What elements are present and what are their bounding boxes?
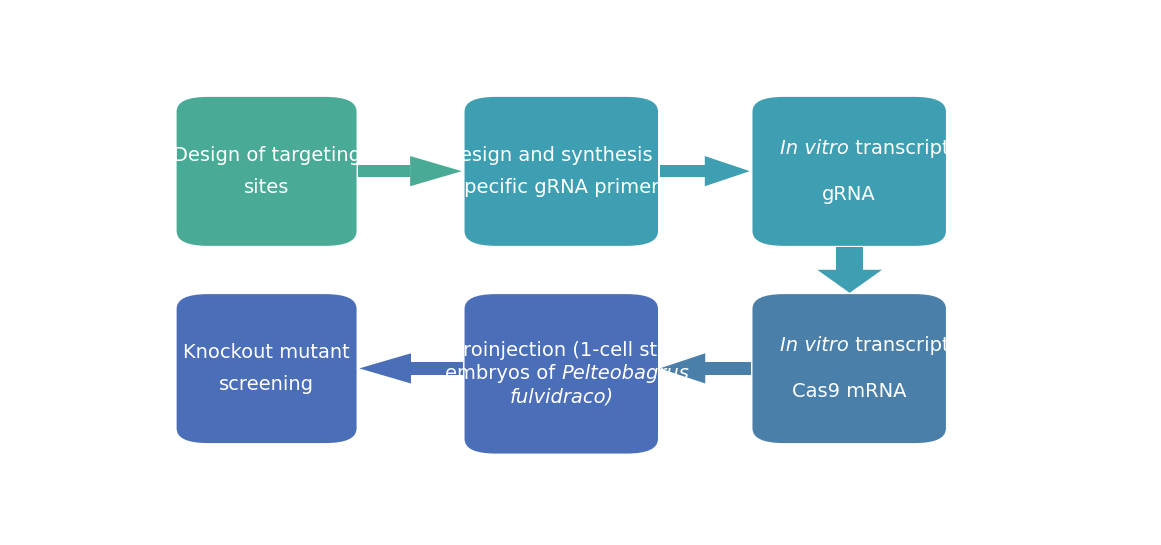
Text: fulvidraco): fulvidraco) [510,387,613,407]
FancyBboxPatch shape [176,294,356,443]
FancyBboxPatch shape [176,97,356,246]
Text: embryos of: embryos of [445,365,561,383]
Text: Pelteobagrus: Pelteobagrus [561,365,690,383]
Text: Microinjection (1-cell stage: Microinjection (1-cell stage [430,341,693,360]
Text: gRNA: gRNA [822,185,877,204]
Polygon shape [659,353,705,384]
Text: Knockout mutant
screening: Knockout mutant screening [183,343,349,395]
Polygon shape [836,247,864,270]
Text: Design and synthesis of
specific gRNA primers: Design and synthesis of specific gRNA pr… [445,146,678,197]
Text: Cas9 mRNA: Cas9 mRNA [792,382,907,401]
Polygon shape [659,165,705,178]
Text: In vitro: In vitro [780,336,849,355]
Text: Design of targeting
sites: Design of targeting sites [173,146,361,197]
FancyBboxPatch shape [464,97,658,246]
Text: In vitro: In vitro [780,139,849,158]
Polygon shape [359,165,410,178]
Polygon shape [359,353,411,384]
Text: transcription of: transcription of [849,336,1004,355]
FancyBboxPatch shape [752,97,946,246]
Polygon shape [411,362,463,375]
FancyBboxPatch shape [464,294,658,453]
Polygon shape [705,156,750,186]
Polygon shape [410,156,462,186]
Text: transcription of: transcription of [849,139,1004,158]
Polygon shape [705,362,751,375]
Polygon shape [817,270,882,293]
FancyBboxPatch shape [752,294,946,443]
